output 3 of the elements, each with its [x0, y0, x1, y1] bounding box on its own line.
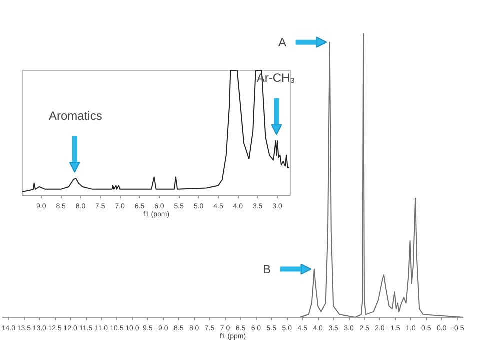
- annotation: A: [278, 35, 287, 50]
- annotation: B: [263, 262, 272, 276]
- annotation: Aromatics: [49, 108, 102, 125]
